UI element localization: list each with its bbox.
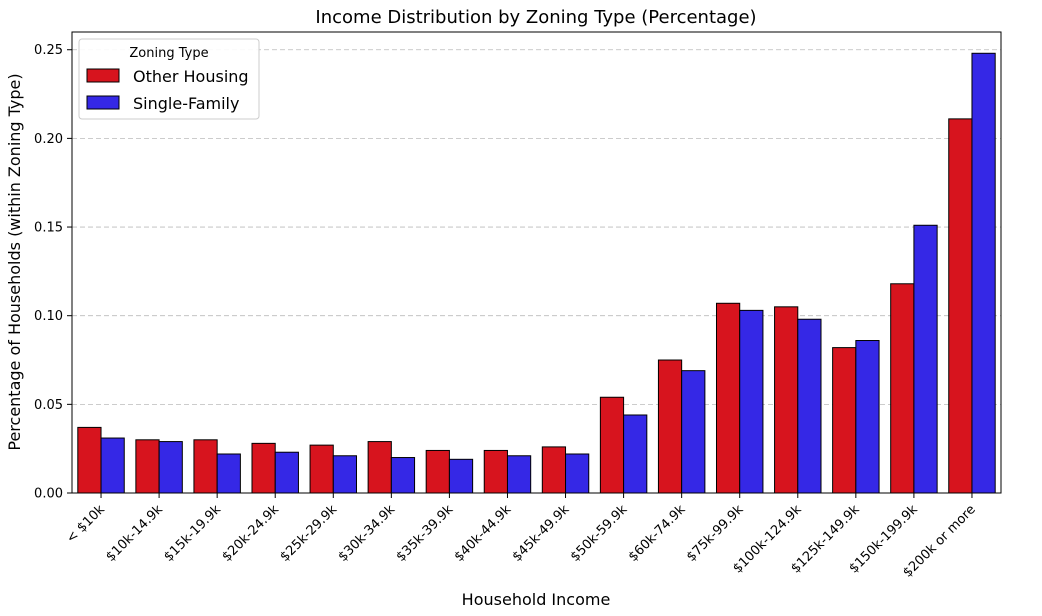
- bar-single-family: [390, 457, 416, 494]
- bar-other-housing: [135, 439, 160, 494]
- bar-single-family: [623, 414, 648, 494]
- x-tick-label: $35k-39.9k: [394, 502, 457, 565]
- bar-other-housing: [483, 449, 508, 494]
- grid-lines: [72, 49, 1001, 405]
- bar-single-family: [274, 451, 299, 494]
- x-tick-label: $60k-74.9k: [626, 502, 689, 565]
- y-axis: 0.00 0.05 0.10 0.15 0.20 0.25: [34, 43, 72, 502]
- bar-single-family: [332, 455, 358, 494]
- bar-single-family: [797, 318, 822, 494]
- chart-title: Income Distribution by Zoning Type (Perc…: [315, 7, 756, 28]
- y-tick-label: 0.25: [34, 43, 63, 58]
- bar-other-housing: [251, 442, 276, 494]
- bar-other-housing: [367, 441, 392, 494]
- x-axis: < $10k$10k-14.9k$15k-19.9k$20k-24.9k$25k…: [64, 493, 979, 581]
- bar-other-housing: [77, 426, 102, 494]
- x-tick-label: $45k-49.9k: [510, 502, 573, 565]
- bar-single-family: [158, 441, 183, 494]
- bar-other-housing: [193, 439, 218, 494]
- bar-single-family: [565, 453, 590, 494]
- bar-single-family: [216, 453, 241, 494]
- y-tick-label: 0.10: [34, 309, 63, 324]
- y-tick-label: 0.00: [34, 487, 63, 502]
- bar-single-family: [100, 437, 125, 494]
- x-axis-label: Household Income: [462, 590, 611, 609]
- x-tick-label: $25k-29.9k: [278, 502, 341, 565]
- bar-other-housing: [425, 449, 450, 494]
- bar-other-housing: [774, 306, 799, 494]
- bar-single-family: [855, 340, 880, 494]
- bar-single-family: [506, 455, 532, 494]
- x-tick-label: $10k-14.9k: [103, 502, 166, 565]
- plot-frame: [71, 31, 1002, 494]
- bar-single-family: [448, 458, 474, 494]
- bar-other-housing: [309, 444, 334, 494]
- x-tick-label: $75k-99.9k: [684, 502, 747, 565]
- legend-swatch-single-family: [86, 95, 120, 110]
- y-tick-label: 0.20: [34, 132, 63, 147]
- legend-title: Zoning Type: [129, 46, 208, 61]
- bar-other-housing: [541, 446, 567, 494]
- bars: [77, 52, 996, 494]
- x-tick-label: $40k-44.9k: [452, 502, 515, 565]
- bar-other-housing: [599, 396, 625, 494]
- legend-label-other-housing: Other Housing: [133, 67, 249, 86]
- bar-other-housing: [715, 302, 741, 494]
- x-tick-label: $30k-34.9k: [336, 502, 399, 565]
- x-tick-label: < $10k: [64, 502, 108, 546]
- x-tick-label: $50k-59.9k: [568, 502, 631, 565]
- bar-other-housing: [832, 347, 857, 494]
- bar-single-family: [681, 370, 706, 494]
- bar-other-housing: [948, 118, 973, 494]
- bar-single-family: [739, 309, 764, 494]
- legend-swatch-other-housing: [86, 68, 120, 83]
- legend: Zoning Type Other Housing Single-Family: [78, 38, 260, 120]
- bar-single-family: [913, 224, 938, 494]
- y-axis-label: Percentage of Households (within Zoning …: [5, 73, 24, 450]
- y-tick-label: 0.15: [34, 221, 63, 236]
- x-tick-label: $15k-19.9k: [161, 502, 224, 565]
- bar-other-housing: [657, 359, 683, 494]
- legend-box: [78, 38, 260, 120]
- bar-other-housing: [890, 283, 915, 494]
- x-tick-label: $20k-24.9k: [219, 502, 282, 565]
- bar-single-family: [971, 52, 996, 494]
- y-tick-label: 0.05: [34, 398, 63, 413]
- legend-label-single-family: Single-Family: [133, 94, 239, 113]
